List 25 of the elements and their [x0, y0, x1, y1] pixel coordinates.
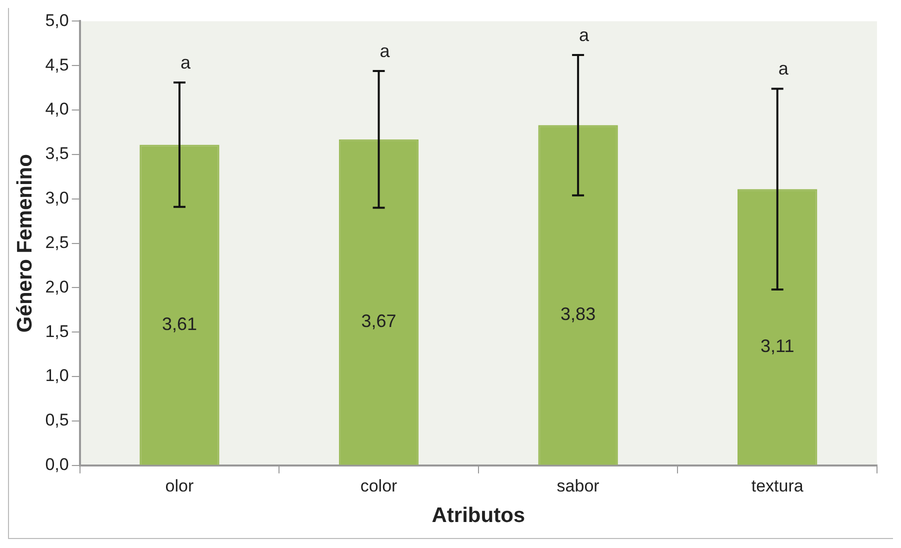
y-tick-label: 3,5	[45, 144, 69, 164]
data-label: 3,67	[361, 311, 396, 332]
data-label: 3,83	[560, 304, 596, 324]
annotation: a	[778, 58, 790, 79]
y-tick-label: 3,0	[45, 188, 69, 208]
data-label: 3,61	[162, 314, 197, 334]
x-axis-title: Atributos	[432, 504, 526, 528]
annotation: a	[380, 40, 391, 61]
x-tick-label: textura	[751, 476, 804, 496]
annotation: a	[579, 24, 590, 45]
y-tick-label: 2,5	[45, 232, 69, 252]
x-tick-label: olor	[165, 476, 194, 496]
y-tick-label: 0,5	[45, 410, 69, 430]
x-tick-label: color	[360, 476, 398, 496]
y-axis-title: Género Femenino	[13, 154, 36, 333]
y-tick-label: 0,0	[45, 455, 69, 474]
annotation: a	[180, 52, 192, 72]
y-tick-label: 5,0	[45, 10, 69, 30]
y-tick-label: 1,0	[45, 366, 69, 386]
y-tick-label: 4,5	[45, 55, 69, 74]
data-label: 3,11	[760, 336, 794, 356]
x-tick-label: sabor	[556, 476, 600, 496]
y-tick-label: 4,0	[45, 100, 69, 119]
y-tick-label: 1,5	[45, 322, 69, 341]
y-tick-label: 2,0	[45, 277, 69, 296]
